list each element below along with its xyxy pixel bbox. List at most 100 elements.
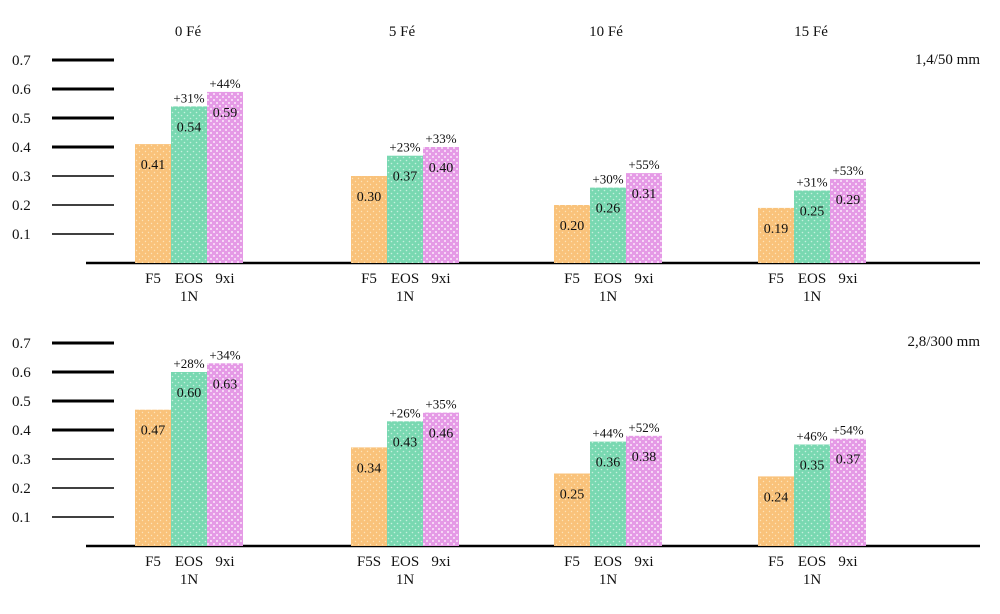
category-label: EOS — [798, 554, 826, 570]
y-tick-label: 0.6 — [12, 82, 31, 98]
bar-f5 — [351, 176, 387, 263]
bar-value-label: 0.59 — [213, 106, 238, 121]
panel-0: 0.1 0.2 0.3 0.4 0.5 0.6 0.7 1,4/50 mm 0.41 F5 0.54… — [12, 52, 980, 305]
bar-9xi — [207, 363, 243, 546]
bar-eos — [387, 155, 423, 263]
bar-f5 — [554, 205, 590, 263]
bar-percent-label: +28% — [173, 356, 204, 371]
bar-value-label: 0.40 — [429, 161, 454, 176]
bar-value-label: 0.31 — [632, 187, 657, 202]
bar-value-label: 0.37 — [836, 453, 861, 468]
bar-9xi — [423, 147, 459, 263]
category-label-line2: 1N — [803, 289, 822, 305]
category-label-line2: 1N — [599, 289, 618, 305]
category-label-line2: 1N — [396, 572, 415, 588]
bar-eos — [590, 441, 626, 546]
bar-9xi — [830, 178, 866, 263]
y-tick-label: 0.5 — [12, 394, 31, 410]
y-tick-label: 0.1 — [12, 227, 31, 243]
category-label: 9xi — [215, 271, 234, 287]
bar-value-label: 0.36 — [596, 456, 621, 471]
category-label: F5 — [564, 554, 580, 570]
bar-value-label: 0.35 — [800, 459, 825, 474]
bar-value-label: 0.37 — [393, 170, 418, 185]
bar-f5 — [135, 409, 171, 546]
bar-value-label: 0.29 — [836, 193, 861, 208]
category-label: F5 — [768, 554, 784, 570]
bar-eos — [171, 372, 207, 546]
y-tick-label: 0.2 — [12, 198, 31, 214]
bar-value-label: 0.19 — [764, 222, 789, 237]
category-label: F5 — [361, 271, 377, 287]
category-label-line2: 1N — [396, 289, 415, 305]
category-label: EOS — [594, 271, 622, 287]
category-label: EOS — [391, 271, 419, 287]
category-label: F5S — [357, 554, 381, 570]
category-label: F5 — [145, 271, 161, 287]
y-tick-label: 0.6 — [12, 365, 31, 381]
y-tick-label: 0.7 — [12, 53, 31, 69]
column-headers: 0 Fé 5 Fé 10 Fé 15 Fé — [175, 24, 828, 40]
category-label-line2: 1N — [180, 572, 199, 588]
bar-value-label: 0.63 — [213, 377, 238, 392]
category-label: EOS — [798, 271, 826, 287]
bar-9xi — [626, 435, 662, 546]
bar-9xi — [207, 91, 243, 264]
bar-eos — [387, 421, 423, 546]
bar-percent-label: +44% — [592, 426, 623, 441]
bar-value-label: 0.26 — [596, 202, 621, 217]
bar-percent-label: +53% — [832, 163, 863, 178]
bar-value-label: 0.54 — [177, 120, 202, 135]
category-label: 9xi — [838, 271, 857, 287]
bar-f5 — [351, 447, 387, 546]
category-label: F5 — [768, 271, 784, 287]
panel-1: 0.1 0.2 0.3 0.4 0.5 0.6 0.7 2,8/300 mm 0.47 F5 0.6… — [12, 334, 980, 588]
category-label: 9xi — [431, 271, 450, 287]
column-header-0: 0 Fé — [175, 24, 202, 40]
bar-9xi — [423, 412, 459, 546]
category-label: EOS — [594, 554, 622, 570]
bar-percent-label: +46% — [796, 429, 827, 444]
y-tick-label: 0.3 — [12, 452, 31, 468]
category-label: F5 — [145, 554, 161, 570]
y-tick-label: 0.3 — [12, 169, 31, 185]
bar-value-label: 0.20 — [560, 219, 585, 234]
bar-value-label: 0.34 — [357, 461, 382, 476]
lens-label: 1,4/50 mm — [915, 52, 980, 68]
bar-percent-label: +35% — [425, 397, 456, 412]
y-tick-label: 0.4 — [12, 140, 31, 156]
bar-value-label: 0.47 — [141, 424, 166, 439]
bar-percent-label: +34% — [209, 347, 240, 362]
bar-value-label: 0.46 — [429, 427, 454, 442]
bar-percent-label: +33% — [425, 131, 456, 146]
bar-percent-label: +54% — [832, 423, 863, 438]
bar-9xi — [626, 173, 662, 263]
bar-value-label: 0.60 — [177, 386, 202, 401]
chart-panels: 0.1 0.2 0.3 0.4 0.5 0.6 0.7 1,4/50 mm 0.41 F5 0.54… — [12, 52, 980, 588]
y-tick-label: 0.7 — [12, 336, 31, 352]
bar-f5 — [554, 473, 590, 546]
bar-value-label: 0.24 — [764, 490, 789, 505]
y-tick-label: 0.2 — [12, 481, 31, 497]
bar-eos — [794, 444, 830, 546]
y-tick-label: 0.1 — [12, 510, 31, 526]
bar-value-label: 0.25 — [800, 205, 825, 220]
bar-percent-label: +44% — [209, 76, 240, 91]
category-label: 9xi — [634, 271, 653, 287]
bar-9xi — [830, 438, 866, 546]
bar-f5 — [758, 476, 794, 546]
bar-value-label: 0.25 — [560, 488, 585, 503]
bar-eos — [171, 106, 207, 264]
column-header-1: 5 Fé — [389, 24, 416, 40]
bar-value-label: 0.38 — [632, 450, 657, 465]
bar-eos — [794, 190, 830, 263]
bar-percent-label: +31% — [173, 90, 204, 105]
y-tick-label: 0.4 — [12, 423, 31, 439]
bar-value-label: 0.41 — [141, 158, 166, 173]
bar-percent-label: +26% — [389, 405, 420, 420]
category-label: EOS — [391, 554, 419, 570]
category-label: 9xi — [634, 554, 653, 570]
category-label-line2: 1N — [599, 572, 618, 588]
bar-percent-label: +55% — [628, 157, 659, 172]
